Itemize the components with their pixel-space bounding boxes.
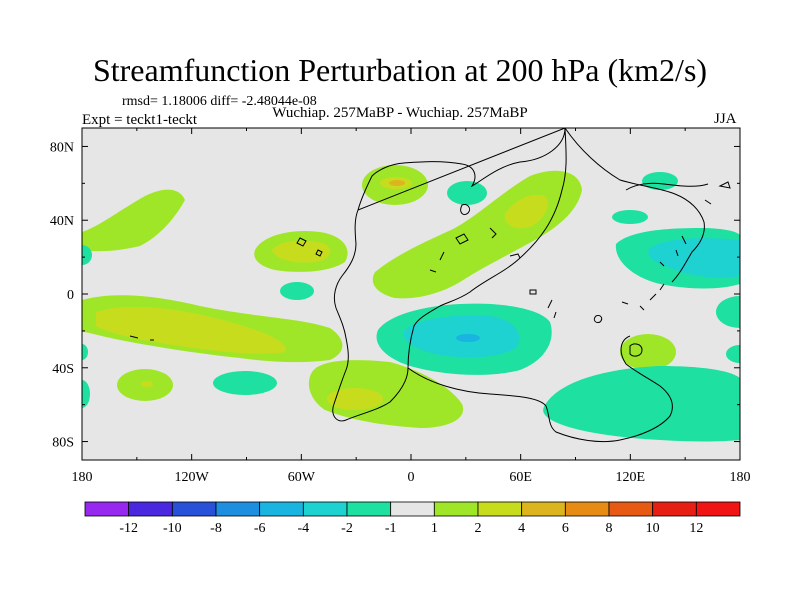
colorbar-swatch — [390, 501, 435, 517]
anomaly-southern-ocean-negative — [543, 366, 740, 442]
coastline-island-13 — [429, 251, 445, 273]
colorbar-label: -8 — [210, 521, 222, 536]
anomaly-fields — [82, 165, 740, 442]
colorbar-swatch — [84, 501, 130, 517]
colorbar-swatch — [477, 501, 523, 517]
coastline-island-3 — [460, 204, 471, 216]
colorbar-label: 8 — [606, 521, 613, 536]
y-tick-label: 40N — [50, 214, 74, 229]
anomaly-south-pacific-patch-core — [141, 381, 153, 387]
x-tick-label: 120E — [616, 470, 646, 485]
coastline-north-china — [625, 182, 709, 191]
colorbar-label: -12 — [119, 521, 138, 536]
colorbar-swatch — [128, 501, 173, 517]
colorbar-label: 4 — [518, 521, 525, 536]
x-tick-label: 60E — [509, 470, 532, 485]
colorbar-label: -4 — [297, 521, 309, 536]
anomaly-far-north-pacific-negative — [642, 172, 678, 190]
anomaly-west-edge-negative — [82, 245, 92, 265]
anomaly-west-pacific-core — [648, 238, 740, 278]
colorbar-swatch — [171, 501, 217, 517]
colorbar-label: 2 — [475, 521, 482, 536]
colorbar-swatch — [215, 501, 261, 517]
colorbar-swatch — [652, 501, 697, 517]
anomaly-north-pacific — [82, 189, 185, 252]
colorbar-label: -1 — [385, 521, 397, 536]
x-tick-label: 180 — [72, 470, 93, 485]
anomaly-central-asia-core — [504, 194, 548, 229]
x-tick-label: 120W — [175, 470, 210, 485]
coastline-island-6 — [547, 299, 603, 323]
coastline-island-10 — [659, 235, 687, 267]
anomaly-south-pacific-core — [96, 307, 286, 354]
colorbar-swatch — [302, 501, 348, 517]
colorbar-label: -10 — [163, 521, 182, 536]
coastline-island-4 — [455, 233, 469, 245]
colorbar-swatch — [695, 501, 741, 517]
anomaly-greenland-peak — [389, 180, 405, 186]
subtitle: Wuchiap. 257MaBP - Wuchiap. 257MaBP — [272, 105, 528, 121]
x-tick-label: 60W — [288, 470, 316, 485]
colorbar-label: 10 — [646, 521, 660, 536]
colorbar-swatch — [521, 501, 566, 517]
y-axis: 80N 40N 0 40S 80S — [50, 140, 740, 451]
y-tick-label: 0 — [67, 288, 74, 303]
y-tick-label: 80S — [52, 436, 74, 451]
anomaly-north-atlantic-core — [272, 240, 331, 263]
coastline-island-1 — [296, 237, 307, 247]
stats-text: rmsd= 1.18006 diff= -2.48044e-08 — [122, 94, 317, 109]
coastline-island-5 — [529, 289, 537, 295]
coastline-island-9 — [704, 181, 731, 205]
anomaly-south-pacific-negative-patch — [213, 371, 277, 395]
experiment-label: Expt = teckt1-teckt — [82, 112, 198, 128]
coastline-island-7 — [621, 283, 665, 311]
colorbar-swatch — [346, 501, 392, 517]
coastline-pangaea — [332, 128, 567, 422]
coastline-island-8 — [629, 343, 643, 357]
colorbar-label: 1 — [431, 521, 438, 536]
colorbar-swatch — [259, 501, 304, 517]
anomaly-east-pacific-negative-edge — [716, 296, 740, 328]
anomaly-southern-ocean-positive-core — [327, 388, 383, 410]
colorbar-swatch — [608, 501, 654, 517]
y-tick-label: 80N — [50, 140, 74, 155]
colorbar-swatch — [564, 501, 610, 517]
anomaly-east-asia-negative — [612, 210, 648, 224]
coastline-island-11 — [129, 335, 154, 341]
coastlines — [129, 128, 731, 443]
x-axis: 180 120W 60W 0 60E 120E 180 — [72, 128, 751, 485]
anomaly-tropical-pacific-negative — [280, 282, 314, 300]
anomaly-east-pacific-negative-edge-2 — [726, 345, 740, 363]
coastline-cimmeria — [564, 128, 705, 283]
anomaly-scandinavia-negative — [447, 181, 487, 205]
colorbar-label: 12 — [689, 521, 703, 536]
season-label: JJA — [714, 111, 737, 127]
chart-title: Streamfunction Perturbation at 200 hPa (… — [92, 52, 708, 88]
x-tick-label: 180 — [730, 470, 751, 485]
colorbar-label: -6 — [254, 521, 266, 536]
colorbar-label: 6 — [562, 521, 569, 536]
x-tick-label: 0 — [408, 470, 415, 485]
colorbar-label: -2 — [341, 521, 353, 536]
coastline-gondwana-east — [407, 335, 673, 443]
y-tick-label: 40S — [52, 362, 74, 377]
anomaly-southern-ocean-positive — [308, 360, 464, 428]
anomaly-south-atlantic-peak — [456, 334, 480, 342]
anomaly-southwest-edge-negative — [82, 380, 90, 408]
colorbar: -12 -10 -8 -6 -4 -2 -1 1 2 4 6 8 10 12 — [84, 501, 741, 536]
colorbar-swatch — [433, 501, 479, 517]
anomaly-australia-positive — [620, 334, 676, 370]
anomaly-west-edge-negative-2 — [82, 344, 88, 360]
coastline-island-2 — [315, 249, 323, 257]
coastline-island-12 — [489, 227, 521, 259]
